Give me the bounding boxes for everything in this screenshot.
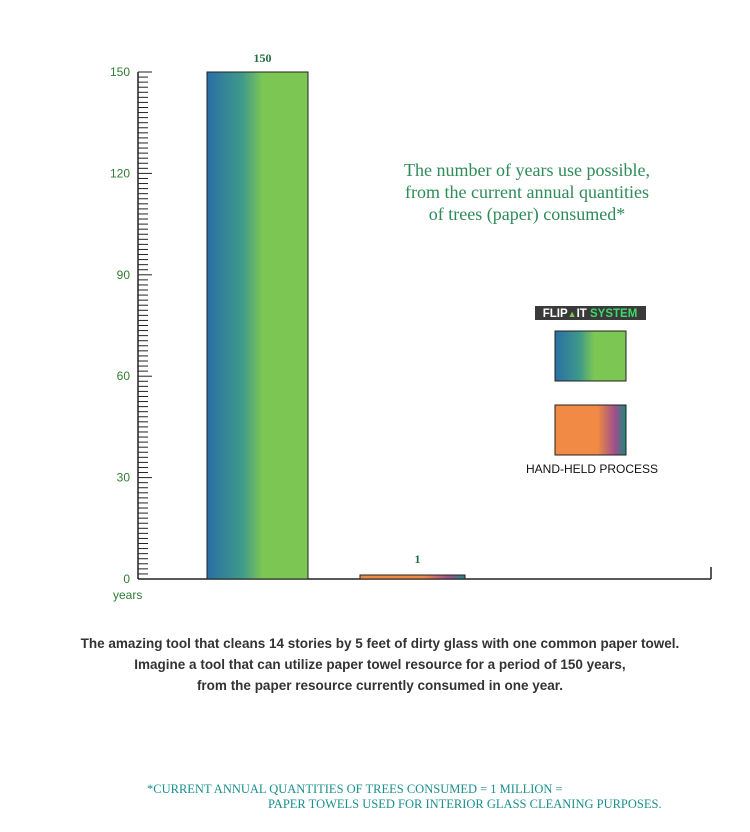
bar-flipit — [206, 71, 309, 580]
y-axis-label: years — [113, 588, 142, 602]
flipit-logo-part1: FLIP — [543, 308, 568, 320]
bar-handheld — [359, 574, 466, 580]
footnote-line-1: *CURRENT ANNUAL QUANTITIES OF TREES CONS… — [147, 782, 563, 796]
flipit-logo: FLIP▲IT SYSTEM — [543, 308, 638, 320]
y-axis-minor-ticks — [138, 71, 152, 580]
data-label-flipit: 150 — [254, 51, 272, 65]
flipit-logo-dash: ▲ — [568, 309, 577, 319]
legend: FLIP▲IT SYSTEM HAND-HELD PROCESS — [526, 306, 658, 476]
caption-line-1: The amazing tool that cleans 14 stories … — [80, 636, 680, 651]
chart-title-line-1: The number of years use possible, — [404, 160, 650, 180]
y-tick-label-150: 150 — [110, 65, 130, 79]
footnote-line-2: PAPER TOWELS USED FOR INTERIOR GLASS CLE… — [268, 797, 662, 811]
flipit-logo-box — [535, 306, 646, 320]
flipit-logo-part2: IT — [577, 308, 587, 320]
chart-title-line-2: from the current annual quantities — [405, 182, 649, 202]
caption-line-2: Imagine a tool that can utilize paper to… — [134, 657, 626, 672]
chart-title-line-3: of trees (paper) consumed* — [429, 204, 625, 225]
y-tick-label-60: 60 — [117, 369, 131, 383]
legend-swatch-handheld — [554, 404, 627, 456]
y-tick-labels: 0 30 60 90 120 150 — [110, 65, 130, 586]
flipit-logo-part3: SYSTEM — [587, 308, 637, 320]
caption-line-3: from the paper resource currently consum… — [196, 678, 564, 693]
y-tick-label-30: 30 — [117, 471, 131, 485]
caption: The amazing tool that cleans 14 stories … — [0, 633, 750, 696]
data-label-handheld: 1 — [415, 552, 421, 566]
chart-title: The number of years use possible, from t… — [404, 160, 650, 225]
y-tick-label-0: 0 — [123, 572, 130, 586]
legend-swatch-flipit — [554, 330, 627, 382]
legend-label-handheld: HAND-HELD PROCESS — [526, 462, 658, 476]
y-tick-label-120: 120 — [110, 166, 130, 180]
y-tick-label-90: 90 — [117, 268, 131, 282]
